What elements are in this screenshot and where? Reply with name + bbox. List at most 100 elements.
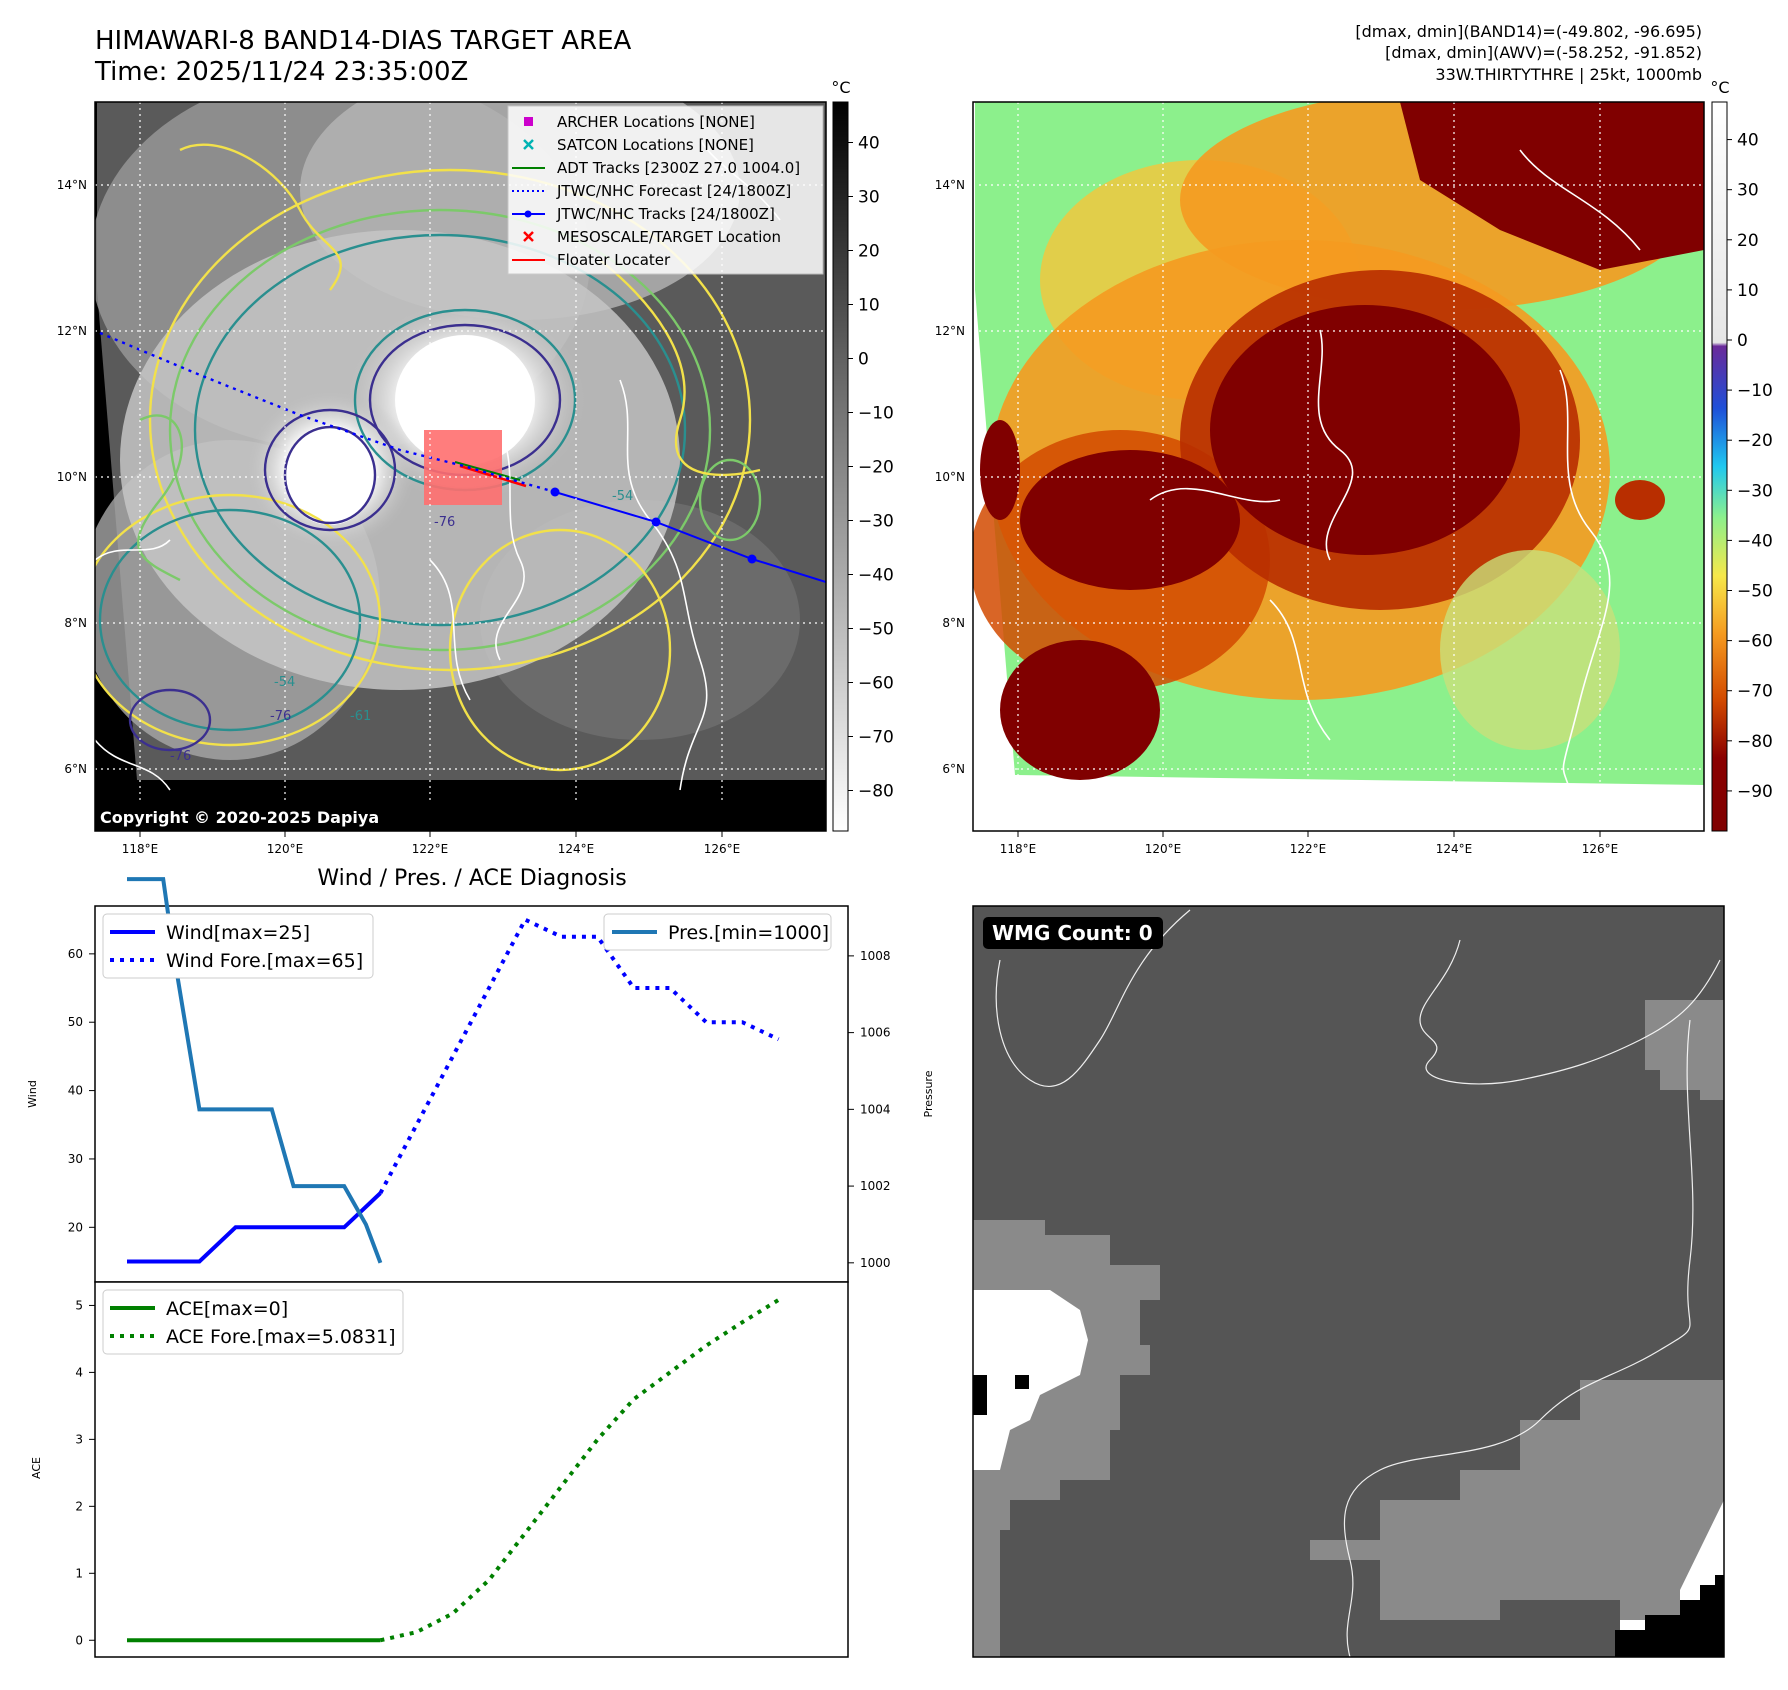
colorbar-tick-label: −70 [858, 728, 894, 748]
y-tick-label: 3 [75, 1432, 83, 1446]
figure-title: HIMAWARI-8 BAND14-DIAS TARGET AREA [95, 26, 632, 56]
legend-ace-fore: ACE Fore.[max=5.0831] [166, 1326, 396, 1348]
legend-wind-fore: Wind Fore.[max=65] [166, 950, 363, 972]
legend-marker [523, 139, 534, 150]
colorbar-tick-label: 0 [1737, 331, 1748, 351]
colorbar-unit: °C [1710, 78, 1729, 97]
legend-wind: Wind[max=25] [166, 922, 310, 944]
colorbar-unit: °C [831, 78, 850, 97]
ace-chart: 0 1 2 3 4 5 ACE ACE[max=0] ACE Fore.[max=5.08… [30, 1281, 849, 1658]
stats-awv: [dmax, dmin](AWV)=(-58.252, -91.852) [1385, 43, 1702, 62]
colorbar-tick-label: −80 [1737, 732, 1773, 752]
lat-tick-label: 12°N [57, 324, 87, 338]
legend-marker [524, 117, 533, 126]
lon-tick-label: 126°E [704, 842, 741, 856]
colorbar-tick-label: 40 [1737, 131, 1759, 151]
legend-label: Floater Locater [557, 251, 671, 269]
y-tick-label: 1004 [860, 1102, 891, 1116]
contour-label: -76 [170, 749, 191, 764]
legend-ace: ACE[max=0] [166, 1298, 288, 1320]
y-tick-label: 1 [75, 1566, 83, 1580]
ace-axis-label: ACE [30, 1457, 43, 1479]
colorbar-tick-label: −30 [858, 512, 894, 532]
colorbar-tick-label: −10 [858, 404, 894, 424]
ace-legend: ACE[max=0] ACE Fore.[max=5.0831] [102, 1289, 404, 1355]
legend-item: MESOSCALE/TARGET Location [523, 228, 781, 246]
y-tick-label: 40 [68, 1084, 83, 1098]
colorbar-tick-label: 10 [1737, 281, 1759, 301]
colorbar-tick-label: −40 [1737, 531, 1773, 551]
colorbar-tick-label: −70 [1737, 682, 1773, 702]
lon-tick-label: 122°E [412, 842, 449, 856]
stats-storm: 33W.THIRTYTHRE | 25kt, 1000mb [1435, 65, 1702, 84]
lon-tick-label: 118°E [1000, 842, 1037, 856]
legend-marker [523, 231, 534, 242]
lon-tick-label: 124°E [1436, 842, 1473, 856]
y-tick-label: 1000 [860, 1256, 891, 1270]
wind-legend: Wind[max=25] Wind Fore.[max=65] [102, 913, 374, 979]
lon-tick-label: 124°E [558, 842, 595, 856]
colorbar-tick-label: −50 [1737, 582, 1773, 602]
wmg-count-label: WMG Count: 0 [992, 921, 1153, 945]
legend-label: MESOSCALE/TARGET Location [557, 228, 781, 246]
awv-color-map [973, 102, 1704, 831]
series-line [378, 917, 780, 1195]
lon-tick-label: 118°E [122, 842, 159, 856]
colorbar-tick-label: −10 [1737, 381, 1773, 401]
y-tick-label: 30 [68, 1152, 83, 1166]
lon-tick-label: 126°E [1582, 842, 1619, 856]
lon-tick-label: 122°E [1290, 842, 1327, 856]
lat-tick-label: 8°N [942, 616, 965, 630]
figure-time: Time: 2025/11/24 23:35:00Z [95, 57, 469, 87]
colorbar-tick-label: 20 [1737, 231, 1759, 251]
lat-tick-label: 12°N [935, 324, 965, 338]
awv-colorbar: °C 40 30 20 10 0 −10 −20 −30 −40 −50 −60 −70 −80 −90 [1710, 78, 1773, 832]
wmg-count-badge [983, 917, 1163, 949]
lat-tick-label: 6°N [942, 762, 965, 776]
legend-label: JTWC/NHC Forecast [24/1800Z] [556, 182, 791, 200]
legend-item: ADT Tracks [2300Z 27.0 1004.0] [512, 159, 800, 177]
y-tick-label: 50 [68, 1015, 83, 1029]
y-tick-label: 1006 [860, 1026, 891, 1040]
legend-label: SATCON Locations [NONE] [557, 136, 754, 154]
colorbar-tick-label: −90 [1737, 782, 1773, 802]
series-line [127, 1191, 382, 1264]
legend-item: JTWC/NHC Tracks [24/1800Z] [512, 205, 775, 223]
y-tick-label: 1008 [860, 949, 891, 963]
series-line [127, 877, 383, 1264]
ir-colorbar: °C 40 30 20 10 0 −10 −20 −30 −40 −50 −60 −70 −80 [831, 78, 894, 832]
legend-label: JTWC/NHC Tracks [24/1800Z] [556, 205, 775, 223]
legend-item: JTWC/NHC Forecast [24/1800Z] [512, 182, 791, 200]
y-tick-label: 5 [75, 1298, 83, 1312]
wmg-map [973, 906, 1724, 1657]
contour-label: -76 [270, 709, 291, 724]
lat-tick-label: 10°N [935, 470, 965, 484]
lon-tick-label: 120°E [1145, 842, 1182, 856]
colorbar-tick-label: 10 [858, 296, 880, 316]
legend-item: Floater Locater [512, 251, 671, 269]
colorbar-tick-label: −50 [858, 620, 894, 640]
y-tick-label: 0 [75, 1633, 83, 1647]
contour-label: -54 [612, 489, 633, 504]
stats-band14: [dmax, dmin](BAND14)=(-49.802, -96.695) [1355, 22, 1702, 41]
legend-label: ARCHER Locations [NONE] [557, 113, 755, 131]
colorbar-tick-label: 30 [858, 188, 880, 208]
y-tick-label: 20 [68, 1220, 83, 1234]
legend-pressure: Pres.[min=1000] [668, 922, 829, 944]
lat-tick-label: 8°N [64, 616, 87, 630]
lat-tick-label: 10°N [57, 470, 87, 484]
colorbar-tick-label: −80 [858, 782, 894, 802]
legend-marker [524, 210, 532, 218]
contour-label: -54 [274, 675, 295, 690]
y-tick-label: 2 [75, 1499, 83, 1513]
lat-tick-label: 14°N [935, 178, 965, 192]
lat-tick-label: 6°N [64, 762, 87, 776]
wind-axis-label: Wind [26, 1080, 39, 1108]
legend-label: ADT Tracks [2300Z 27.0 1004.0] [557, 159, 800, 177]
colorbar-tick-label: −30 [1737, 481, 1773, 501]
colorbar-tick-label: 40 [858, 134, 880, 154]
series-line [379, 1298, 780, 1643]
colorbar-tick-label: −60 [1737, 632, 1773, 652]
diagnosis-title: Wind / Pres. / ACE Diagnosis [317, 866, 626, 891]
